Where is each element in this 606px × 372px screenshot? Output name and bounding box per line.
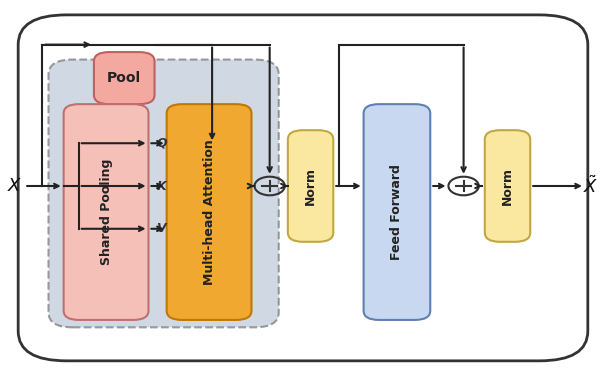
FancyBboxPatch shape <box>364 104 430 320</box>
Text: Pool: Pool <box>107 71 141 85</box>
Text: K: K <box>156 180 166 192</box>
FancyBboxPatch shape <box>18 15 588 361</box>
Text: Norm: Norm <box>501 167 514 205</box>
FancyBboxPatch shape <box>48 60 279 327</box>
FancyBboxPatch shape <box>64 104 148 320</box>
Text: V: V <box>156 222 166 235</box>
Text: Norm: Norm <box>304 167 317 205</box>
Text: $\tilde{X}$: $\tilde{X}$ <box>583 175 599 197</box>
Text: Shared Pooling: Shared Pooling <box>99 159 113 265</box>
Text: Multi-head Attention: Multi-head Attention <box>202 139 216 285</box>
Text: Q: Q <box>156 137 167 150</box>
FancyBboxPatch shape <box>167 104 251 320</box>
FancyBboxPatch shape <box>94 52 155 104</box>
Text: $X$: $X$ <box>7 177 23 195</box>
FancyBboxPatch shape <box>485 130 530 242</box>
FancyBboxPatch shape <box>288 130 333 242</box>
Text: Feed Forward: Feed Forward <box>390 164 404 260</box>
